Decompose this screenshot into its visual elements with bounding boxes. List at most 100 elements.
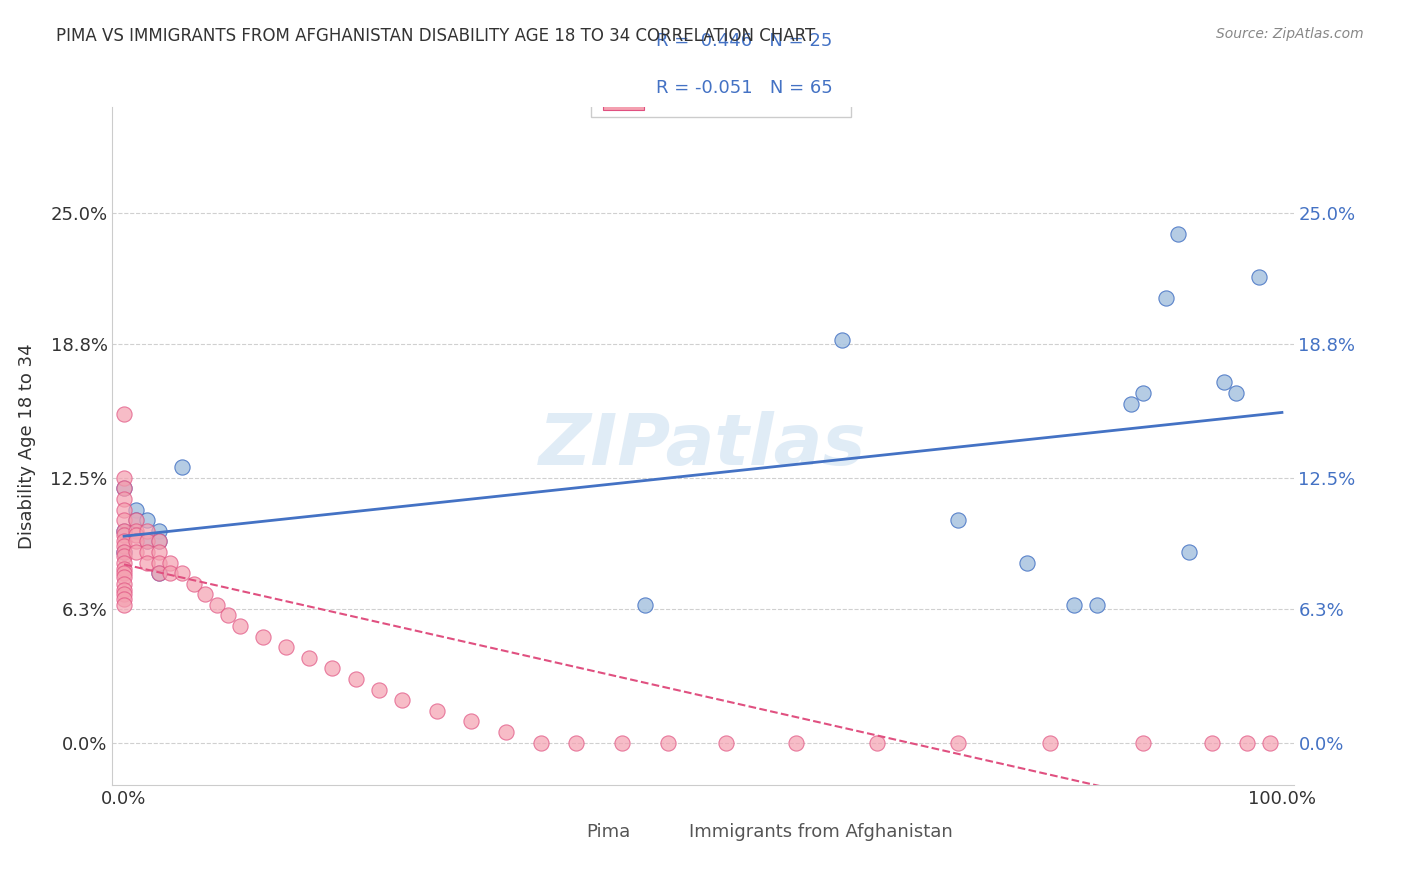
Text: R =  0.446   N = 25: R = 0.446 N = 25 — [655, 32, 832, 50]
Point — [1225, 386, 1247, 401]
Y-axis label: Disability Age 18 to 34: Disability Age 18 to 34 — [18, 343, 37, 549]
Point — [112, 556, 135, 570]
Point — [112, 524, 135, 538]
Point — [136, 524, 159, 538]
Point — [112, 576, 135, 591]
Point — [112, 545, 135, 559]
Point — [170, 566, 193, 581]
Point — [112, 539, 135, 553]
Text: Pima: Pima — [586, 823, 631, 841]
Point — [112, 591, 135, 606]
Point — [1063, 598, 1085, 612]
Point — [1201, 735, 1223, 749]
Point — [714, 735, 737, 749]
Point — [831, 333, 853, 347]
Point — [112, 407, 135, 421]
Point — [124, 513, 146, 527]
Point — [321, 661, 343, 675]
Point — [112, 562, 135, 576]
Point — [1236, 735, 1258, 749]
Point — [298, 651, 321, 665]
Point — [159, 556, 181, 570]
Point — [170, 460, 193, 475]
Point — [252, 630, 274, 644]
Point — [148, 545, 170, 559]
Point — [426, 704, 449, 718]
Point — [1213, 376, 1236, 390]
Point — [344, 672, 367, 686]
Point — [124, 528, 146, 542]
Text: Source: ZipAtlas.com: Source: ZipAtlas.com — [1216, 27, 1364, 41]
Point — [112, 549, 135, 564]
Point — [112, 545, 135, 559]
Point — [148, 566, 170, 581]
Point — [112, 583, 135, 598]
Point — [183, 576, 205, 591]
Point — [946, 513, 969, 527]
Point — [124, 502, 146, 516]
Point — [530, 735, 553, 749]
Point — [1121, 396, 1143, 410]
Text: ZIPatlas: ZIPatlas — [540, 411, 866, 481]
Point — [124, 513, 146, 527]
Point — [1132, 386, 1154, 401]
Point — [217, 608, 239, 623]
Point — [610, 735, 633, 749]
FancyBboxPatch shape — [591, 12, 851, 117]
Point — [1260, 735, 1282, 749]
Point — [159, 566, 181, 581]
Point — [112, 471, 135, 485]
Point — [112, 598, 135, 612]
Point — [785, 735, 807, 749]
Point — [148, 534, 170, 549]
Point — [495, 725, 517, 739]
Point — [460, 714, 482, 729]
Point — [112, 513, 135, 527]
Point — [1167, 227, 1189, 241]
Point — [112, 570, 135, 584]
FancyBboxPatch shape — [550, 815, 579, 843]
Point — [112, 524, 135, 538]
Point — [1178, 545, 1201, 559]
Point — [124, 524, 146, 538]
Point — [136, 513, 159, 527]
Point — [112, 528, 135, 542]
Point — [124, 534, 146, 549]
Point — [866, 735, 889, 749]
Point — [229, 619, 252, 633]
Point — [136, 556, 159, 570]
FancyBboxPatch shape — [721, 815, 751, 843]
Point — [112, 587, 135, 601]
Text: PIMA VS IMMIGRANTS FROM AFGHANISTAN DISABILITY AGE 18 TO 34 CORRELATION CHART: PIMA VS IMMIGRANTS FROM AFGHANISTAN DISA… — [56, 27, 815, 45]
Point — [112, 491, 135, 506]
Point — [112, 566, 135, 581]
Point — [657, 735, 679, 749]
Text: R = -0.051   N = 65: R = -0.051 N = 65 — [655, 79, 832, 97]
Point — [136, 545, 159, 559]
Point — [1085, 598, 1108, 612]
Point — [276, 640, 298, 655]
Point — [112, 534, 135, 549]
Point — [112, 482, 135, 496]
Point — [564, 735, 586, 749]
Point — [1039, 735, 1062, 749]
Point — [148, 566, 170, 581]
Point — [194, 587, 217, 601]
FancyBboxPatch shape — [603, 73, 644, 111]
Point — [205, 598, 228, 612]
Point — [391, 693, 413, 707]
Point — [112, 502, 135, 516]
Point — [148, 524, 170, 538]
Point — [1154, 291, 1177, 305]
Point — [946, 735, 969, 749]
Text: Immigrants from Afghanistan: Immigrants from Afghanistan — [689, 823, 953, 841]
Point — [112, 482, 135, 496]
Point — [634, 598, 657, 612]
FancyBboxPatch shape — [603, 26, 644, 63]
Point — [367, 682, 389, 697]
Point — [124, 545, 146, 559]
Point — [1132, 735, 1154, 749]
Point — [1247, 269, 1270, 284]
Point — [148, 556, 170, 570]
Point — [136, 534, 159, 549]
